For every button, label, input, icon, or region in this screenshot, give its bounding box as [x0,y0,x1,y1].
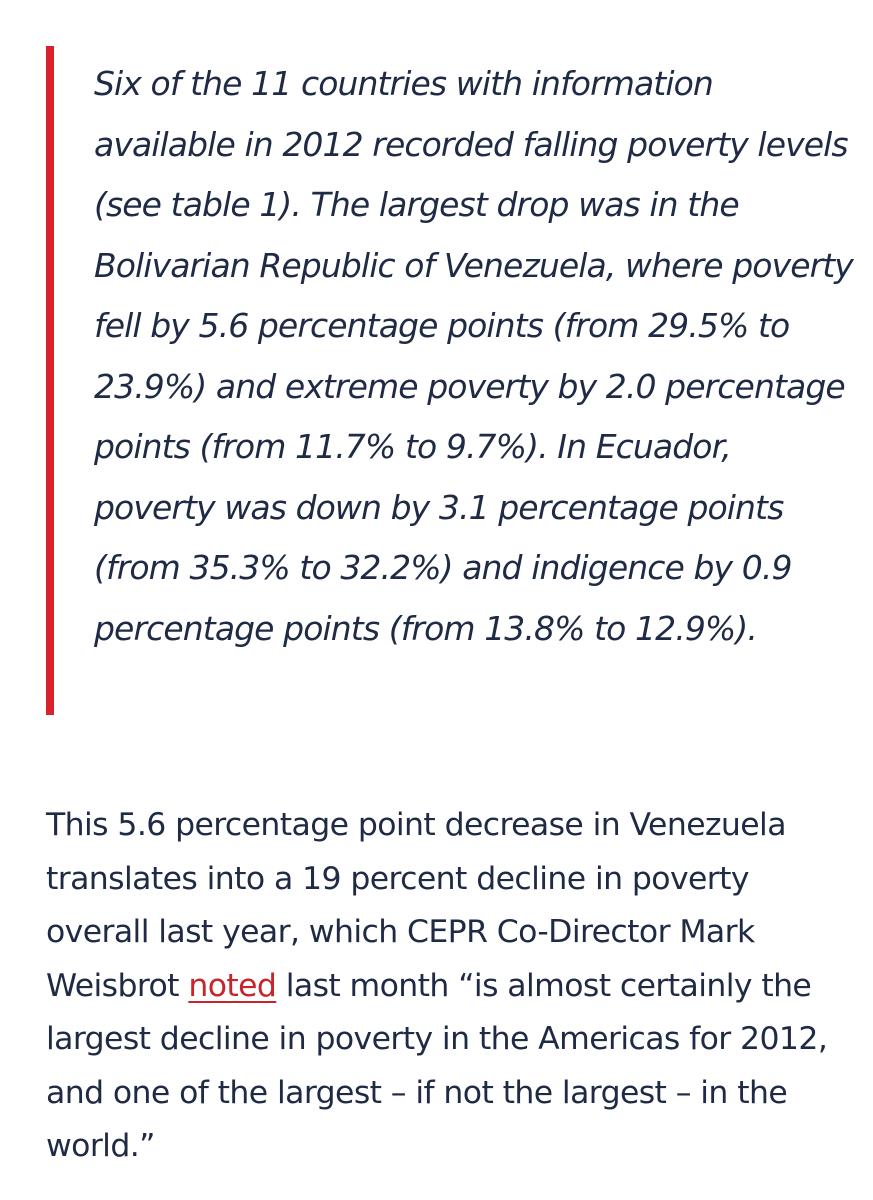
blockquote: Six of the 11 countries with information… [46,46,854,715]
noted-link[interactable]: noted [188,967,277,1004]
blockquote-text: Six of the 11 countries with information… [94,64,854,648]
body-paragraph: This 5.6 percentage point decrease in Ve… [46,799,836,1174]
paragraph-text-after-link: last month “is almost certainly the larg… [46,967,828,1165]
paragraph-text-before-link: This 5.6 percentage point decrease in Ve… [46,807,787,1004]
